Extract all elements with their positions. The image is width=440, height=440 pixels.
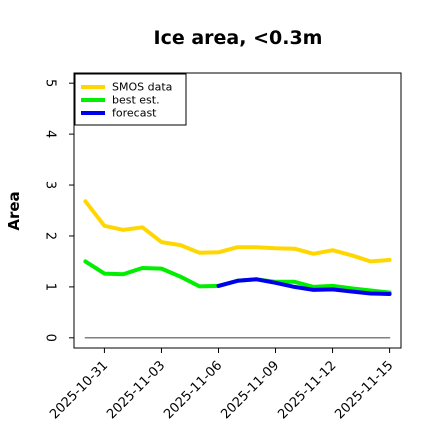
legend-label: best est. [112, 94, 160, 107]
y-tick-label: 2 [43, 232, 58, 240]
x-tick-label: 2025-10-31 [47, 358, 111, 422]
y-axis-label: Area [5, 191, 23, 230]
series-line-0 [83, 199, 392, 264]
x-tick-label: 2025-11-06 [161, 358, 225, 422]
x-tick-label: 2025-11-15 [332, 358, 396, 422]
x-tick-label: 2025-11-12 [275, 358, 339, 422]
y-tick-label: 1 [43, 283, 58, 291]
plot-frame [73, 72, 402, 349]
x-tick-label: 2025-11-03 [104, 358, 168, 422]
legend-label: SMOS data [112, 81, 172, 94]
series-line-1 [83, 259, 392, 295]
y-tick-label: 5 [43, 79, 58, 87]
series-line-2 [216, 277, 392, 296]
y-tick-label: 3 [43, 181, 58, 189]
series-layer [83, 199, 392, 339]
x-axis: 2025-10-312025-11-032025-11-062025-11-09… [47, 348, 396, 422]
y-tick-label: 0 [43, 334, 58, 342]
x-tick-label: 2025-11-09 [218, 358, 282, 422]
y-axis: 0 1 2 3 4 5 [43, 79, 74, 342]
legend-label: forecast [112, 107, 157, 120]
y-tick-label: 4 [43, 130, 58, 138]
chart-title: Ice area, <0.3m [154, 27, 323, 49]
